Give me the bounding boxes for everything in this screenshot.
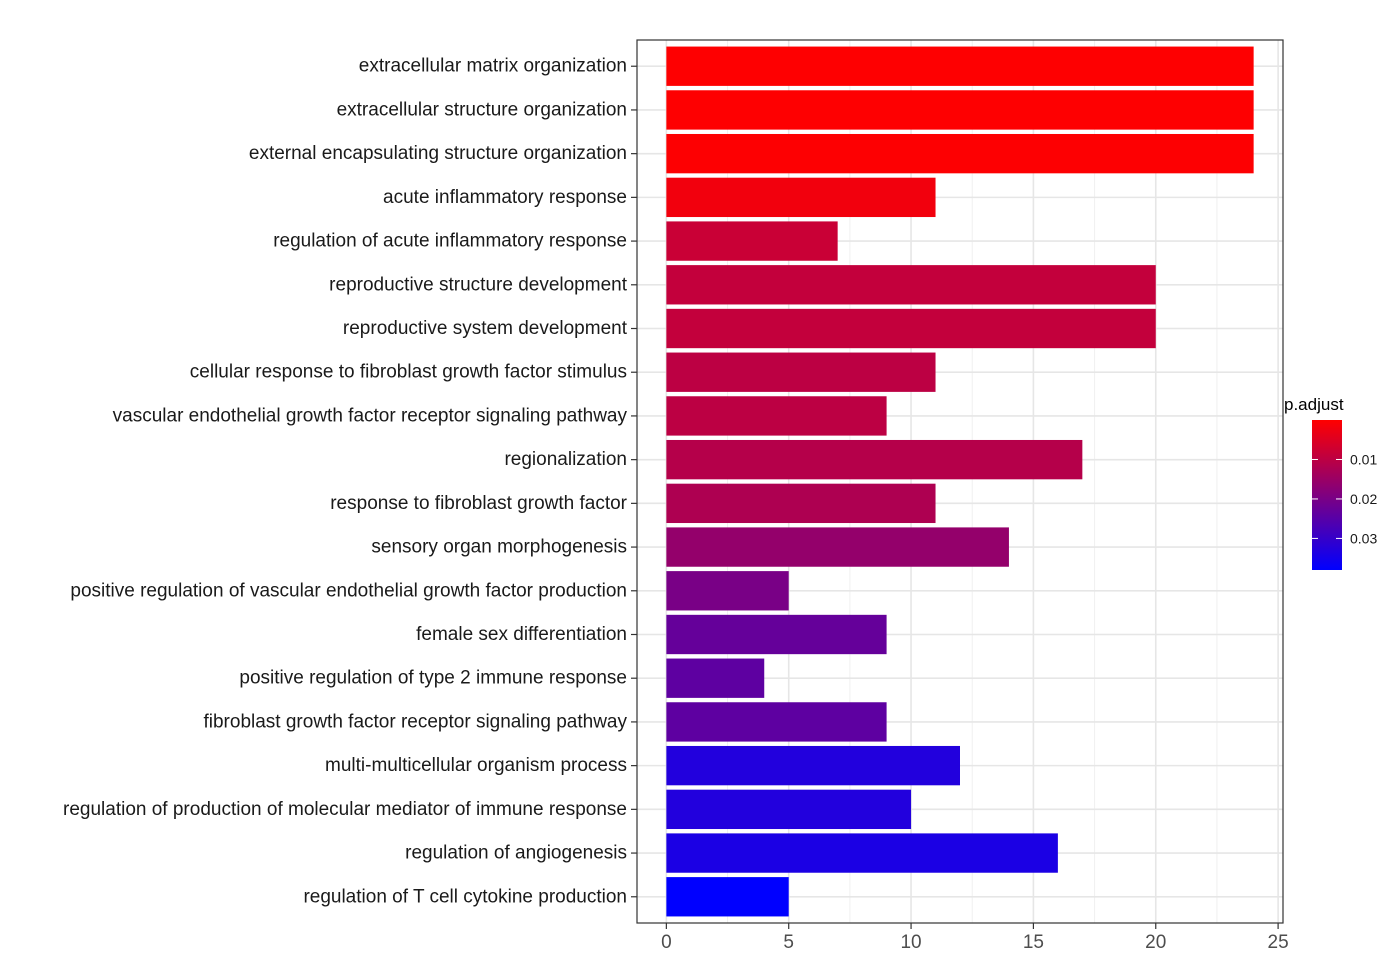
bar (666, 221, 838, 261)
x-tick-label: 20 (1145, 932, 1166, 953)
legend-tick-label: 0.03 (1350, 530, 1377, 546)
bar (666, 571, 789, 611)
x-tick-label: 25 (1268, 932, 1289, 953)
legend-ticks: 0.01 0.02 0.03 (1312, 451, 1377, 546)
category-label: extracellular matrix organization (359, 56, 627, 77)
category-label: female sex differentiation (416, 624, 627, 645)
legend-tick-label: 0.01 (1350, 451, 1377, 467)
bar (666, 265, 1156, 305)
x-tick-label: 15 (1023, 932, 1044, 953)
x-tick-label: 10 (900, 932, 921, 953)
category-label: positive regulation of type 2 immune res… (239, 668, 627, 689)
category-label: sensory organ morphogenesis (371, 537, 627, 558)
bar (666, 614, 887, 655)
category-label: regionalization (504, 449, 627, 470)
bar (666, 439, 1083, 480)
category-label: positive regulation of vascular endothel… (70, 580, 627, 601)
bar (666, 177, 936, 218)
bar (666, 877, 789, 917)
color-legend: p.adjust 0.01 0.02 0.03 (1284, 395, 1377, 570)
category-label: response to fibroblast growth factor (330, 493, 627, 514)
category-label: regulation of angiogenesis (405, 843, 627, 864)
y-axis: extracellular matrix organization extrace… (63, 56, 637, 907)
category-label: regulation of T cell cytokine production (303, 886, 627, 907)
legend-tick-label: 0.02 (1350, 491, 1377, 507)
bar (666, 833, 1058, 873)
bar (666, 483, 936, 524)
category-label: extracellular structure organization (337, 99, 627, 120)
category-label: reproductive structure development (329, 274, 628, 295)
bar (666, 46, 1254, 86)
bar (666, 658, 765, 698)
category-label: acute inflammatory response (383, 187, 627, 208)
bar (666, 702, 887, 742)
bar (666, 352, 936, 392)
plot-panel-border (636, 39, 1284, 924)
x-tick-label: 5 (783, 932, 794, 953)
category-label: vascular endothelial growth factor recep… (113, 405, 628, 426)
legend-title: p.adjust (1284, 395, 1344, 414)
bar (666, 90, 1254, 130)
bar (666, 789, 912, 830)
category-label: external encapsulating structure organiz… (249, 143, 627, 164)
x-tick-label: 0 (661, 932, 672, 953)
x-axis: 0 5 10 15 20 25 (661, 923, 1289, 953)
category-label: cellular response to fibroblast growth f… (190, 362, 627, 383)
legend-colorbar (1312, 420, 1342, 570)
category-label: reproductive system development (343, 318, 628, 339)
bars (666, 46, 1254, 917)
category-label: regulation of production of molecular me… (63, 799, 627, 820)
category-label: multi-multicellular organism process (325, 755, 627, 776)
category-label: regulation of acute inflammatory respons… (273, 231, 627, 252)
bar (666, 527, 1009, 567)
bar (666, 133, 1254, 174)
bar (666, 396, 887, 436)
bar (666, 745, 960, 786)
bar (666, 308, 1156, 349)
category-label: fibroblast growth factor receptor signal… (203, 711, 627, 732)
